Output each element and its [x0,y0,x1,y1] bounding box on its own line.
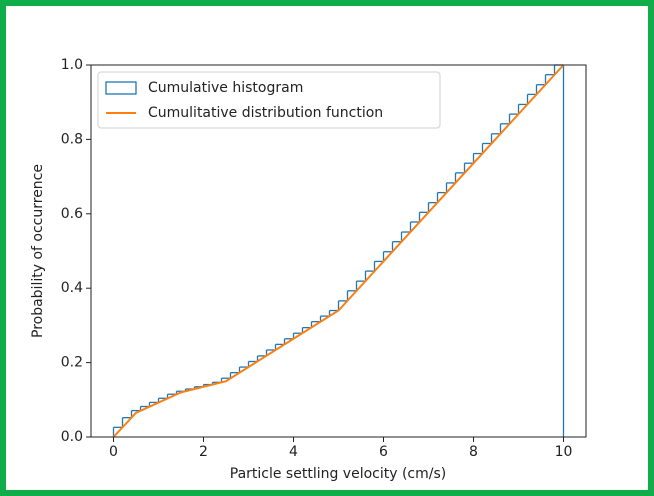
x-tick-label: 6 [379,444,388,460]
x-tick-label: 2 [199,444,208,460]
legend-swatch [105,81,137,95]
legend-box [97,71,441,129]
y-axis-label: Probability of occurrence [30,164,46,338]
y-tick-label: 0.4 [61,280,83,296]
y-tick-label: 0.2 [61,355,83,371]
plot-area [90,64,587,438]
x-tick-label: 4 [289,444,298,460]
x-tick-label: 0 [109,444,118,460]
legend-label: Cumulitative distribution function [148,105,383,121]
cdf-line [112,64,565,438]
y-tick-label: 0.0 [61,429,83,445]
legend-label: Cumulative histogram [148,80,303,96]
x-tick-label: 8 [469,444,478,460]
x-tick-label: 10 [555,444,573,460]
y-tick-label: 1.0 [61,57,83,73]
y-tick-label: 0.6 [61,206,83,222]
y-tick-label: 0.8 [61,131,83,147]
x-axis-label: Particle settling velocity (cm/s) [230,466,447,482]
